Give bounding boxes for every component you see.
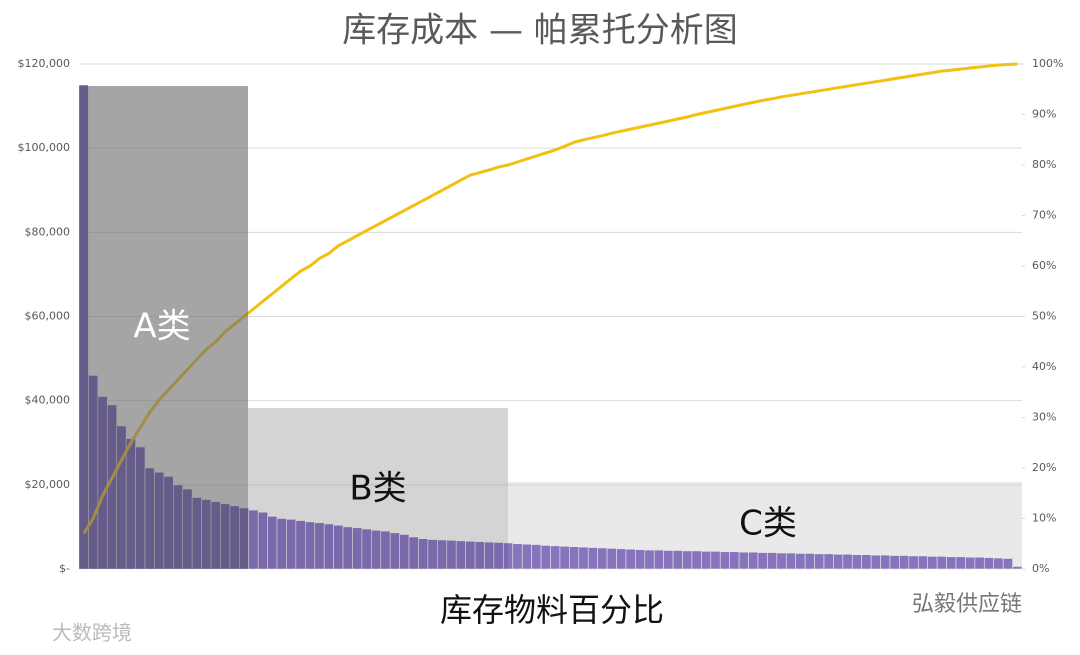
class-a-region (79, 86, 248, 569)
y2-tick-label: 10% (1032, 512, 1056, 525)
y-tick-label: $120,000 (18, 57, 71, 70)
y2-tick-label: 70% (1032, 209, 1056, 222)
y-tick-label: $80,000 (25, 225, 71, 238)
bar (1012, 566, 1023, 570)
y2-tick-label: 60% (1032, 259, 1056, 272)
y-tick-label: $- (59, 562, 70, 575)
class-b-region (248, 408, 508, 569)
y-tick-label: $100,000 (18, 141, 71, 154)
chart-title: 库存成本 — 帕累托分析图 (342, 11, 738, 51)
y2-tick-label: 80% (1032, 158, 1056, 171)
y2-tick-label: 40% (1032, 360, 1056, 373)
bar (1002, 558, 1013, 570)
y2-tick-label: 20% (1032, 461, 1056, 474)
class-c-region (508, 482, 1022, 569)
y2-tick-label: 0% (1032, 562, 1049, 575)
annotation: B类 (349, 469, 406, 509)
y-tick-label: $40,000 (25, 394, 71, 407)
annotation: C类 (739, 504, 797, 544)
y-tick-label: $60,000 (25, 310, 71, 323)
y2-tick-label: 30% (1032, 411, 1056, 424)
watermark: 弘毅供应链 (912, 592, 1022, 617)
watermark: 大数跨境 (52, 621, 132, 645)
y2-tick-label: 90% (1032, 108, 1056, 121)
y2-tick-label: 100% (1032, 57, 1063, 70)
y-tick-label: $20,000 (25, 478, 71, 491)
x-axis-label: 库存物料百分比 (440, 591, 664, 629)
annotation: A类 (133, 307, 190, 347)
y2-tick-label: 50% (1032, 310, 1056, 323)
